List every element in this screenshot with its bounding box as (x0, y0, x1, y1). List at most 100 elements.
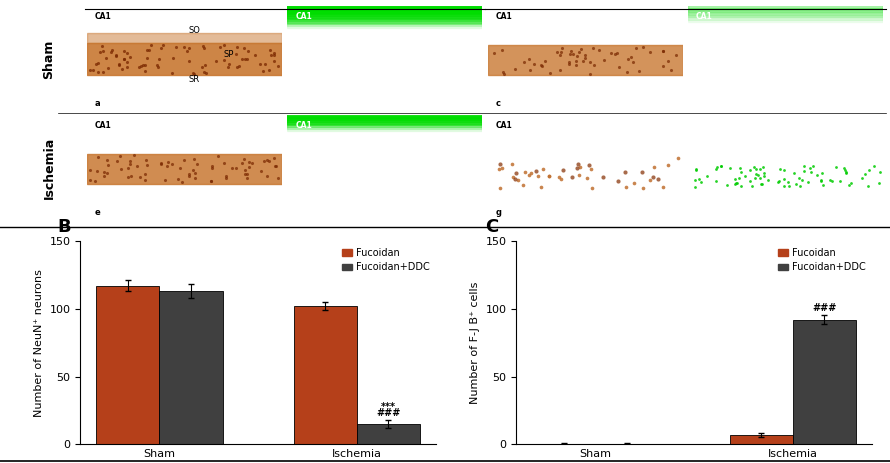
Point (612, 64, 627, 71)
Point (728, 181, 742, 188)
Legend: Fucoidan, Fucoidan+DDC: Fucoidan, Fucoidan+DDC (340, 245, 432, 275)
Point (165, 69, 179, 77)
Point (109, 52, 123, 59)
Point (119, 49, 134, 56)
Point (242, 164, 256, 171)
Point (127, 151, 142, 159)
Point (182, 57, 197, 65)
Point (138, 61, 152, 68)
Point (90, 167, 104, 175)
Point (271, 175, 286, 182)
Point (238, 166, 252, 174)
Point (160, 162, 174, 169)
Text: CA1: CA1 (295, 121, 312, 130)
Point (816, 181, 830, 188)
Point (239, 170, 254, 178)
Point (636, 44, 651, 51)
Point (584, 165, 598, 172)
Point (651, 176, 666, 183)
Point (801, 178, 815, 186)
Point (230, 50, 244, 57)
Point (508, 66, 522, 73)
Point (777, 167, 791, 174)
Point (688, 183, 702, 190)
FancyBboxPatch shape (688, 16, 883, 20)
Point (787, 170, 801, 177)
Text: C: C (485, 218, 498, 236)
Point (797, 163, 811, 170)
Point (534, 183, 548, 191)
Point (554, 66, 568, 74)
FancyBboxPatch shape (87, 154, 282, 184)
Point (186, 69, 200, 76)
Point (709, 165, 724, 172)
Legend: Fucoidan, Fucoidan+DDC: Fucoidan, Fucoidan+DDC (776, 245, 868, 275)
Point (232, 63, 247, 70)
Point (833, 177, 847, 185)
FancyBboxPatch shape (287, 125, 482, 129)
Point (231, 63, 245, 71)
Point (241, 48, 255, 55)
Point (109, 51, 123, 59)
Point (247, 51, 262, 59)
Point (161, 158, 175, 166)
Point (643, 48, 657, 56)
Point (176, 156, 190, 164)
Point (838, 166, 853, 173)
Point (858, 171, 872, 178)
Point (760, 176, 774, 183)
Point (873, 169, 887, 176)
Point (97, 168, 111, 175)
Point (97, 172, 111, 179)
Point (238, 56, 252, 63)
Text: SP: SP (223, 50, 234, 59)
FancyBboxPatch shape (488, 45, 683, 75)
Point (237, 44, 251, 52)
Point (792, 175, 806, 182)
Point (552, 174, 566, 181)
Point (113, 152, 127, 160)
Point (535, 63, 549, 70)
Point (573, 163, 587, 171)
Point (112, 61, 126, 69)
Point (773, 166, 788, 173)
Point (747, 163, 761, 170)
Point (710, 163, 724, 170)
Point (101, 169, 115, 176)
Point (522, 171, 536, 179)
Point (809, 171, 823, 178)
FancyBboxPatch shape (688, 7, 883, 12)
Point (206, 164, 220, 171)
Point (182, 170, 197, 177)
Point (204, 177, 218, 184)
Text: CA1: CA1 (496, 13, 513, 21)
Point (104, 49, 118, 56)
Point (563, 50, 578, 57)
Point (555, 44, 570, 51)
Point (158, 176, 172, 183)
Point (271, 62, 285, 69)
FancyBboxPatch shape (287, 5, 482, 9)
Point (140, 161, 154, 168)
Point (219, 172, 233, 180)
Point (518, 168, 532, 175)
Point (748, 174, 762, 181)
Text: CA1: CA1 (696, 13, 713, 21)
Point (117, 47, 131, 55)
Point (210, 153, 224, 160)
Point (253, 60, 267, 68)
Point (714, 162, 728, 169)
FancyBboxPatch shape (287, 13, 482, 18)
Point (749, 170, 764, 177)
Point (86, 67, 101, 74)
Bar (294, 306, 357, 444)
Text: SP: SP (366, 50, 376, 59)
Point (187, 156, 201, 163)
Point (140, 55, 154, 62)
Point (635, 184, 650, 192)
Text: c: c (496, 99, 500, 108)
Point (493, 184, 507, 192)
Point (205, 177, 219, 184)
FancyBboxPatch shape (688, 5, 883, 9)
Point (837, 165, 851, 172)
